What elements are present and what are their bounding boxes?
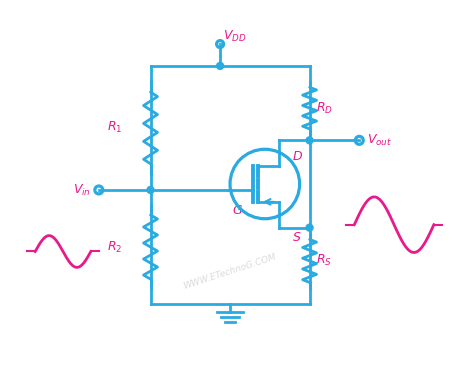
Text: $R_2$: $R_2$ <box>108 240 123 255</box>
Text: $V_{DD}$: $V_{DD}$ <box>223 29 246 44</box>
Text: $R_S$: $R_S$ <box>316 253 331 269</box>
Text: $R_D$: $R_D$ <box>316 100 333 116</box>
Circle shape <box>306 224 313 231</box>
Circle shape <box>306 137 313 144</box>
Text: $S$: $S$ <box>292 231 301 244</box>
Text: $V_{in}$: $V_{in}$ <box>73 183 91 198</box>
Circle shape <box>147 187 154 194</box>
Text: $G$: $G$ <box>232 204 243 217</box>
Text: $R_1$: $R_1$ <box>107 120 123 135</box>
Text: $V_{out}$: $V_{out}$ <box>367 133 392 148</box>
Circle shape <box>217 63 224 70</box>
Text: WWW.ETechnoG.COM: WWW.ETechnoG.COM <box>182 252 278 291</box>
Text: $D$: $D$ <box>292 150 303 163</box>
